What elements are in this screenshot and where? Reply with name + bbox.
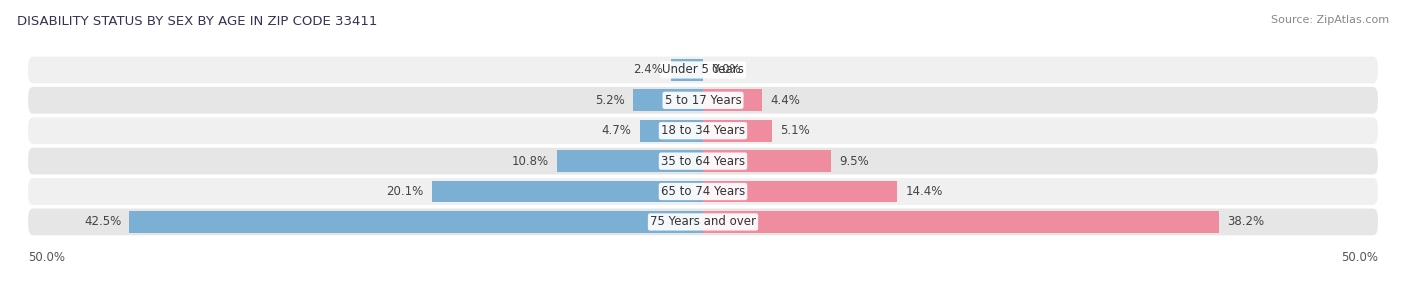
Text: 18 to 34 Years: 18 to 34 Years — [661, 124, 745, 137]
Bar — [703, 120, 772, 142]
Text: 50.0%: 50.0% — [28, 251, 65, 264]
Text: 4.4%: 4.4% — [770, 94, 800, 107]
FancyBboxPatch shape — [28, 87, 1378, 114]
Bar — [703, 89, 762, 111]
Text: 50.0%: 50.0% — [1341, 251, 1378, 264]
FancyBboxPatch shape — [28, 209, 1378, 235]
Text: 9.5%: 9.5% — [839, 155, 869, 168]
FancyBboxPatch shape — [28, 57, 1378, 83]
FancyBboxPatch shape — [28, 148, 1378, 174]
Text: 5.1%: 5.1% — [780, 124, 810, 137]
Text: 4.7%: 4.7% — [602, 124, 631, 137]
Bar — [633, 89, 703, 111]
Bar — [671, 59, 703, 81]
Text: 65 to 74 Years: 65 to 74 Years — [661, 185, 745, 198]
Text: 75 Years and over: 75 Years and over — [650, 216, 756, 228]
Text: 38.2%: 38.2% — [1226, 216, 1264, 228]
Bar — [129, 211, 703, 233]
Text: 14.4%: 14.4% — [905, 185, 943, 198]
Text: 10.8%: 10.8% — [512, 155, 550, 168]
Text: 2.4%: 2.4% — [633, 64, 662, 76]
Text: DISABILITY STATUS BY SEX BY AGE IN ZIP CODE 33411: DISABILITY STATUS BY SEX BY AGE IN ZIP C… — [17, 15, 377, 28]
Bar — [703, 181, 897, 202]
Text: 35 to 64 Years: 35 to 64 Years — [661, 155, 745, 168]
FancyBboxPatch shape — [28, 178, 1378, 205]
Bar — [703, 150, 831, 172]
Bar — [432, 181, 703, 202]
Text: 5.2%: 5.2% — [595, 94, 624, 107]
Text: 20.1%: 20.1% — [387, 185, 423, 198]
Bar — [557, 150, 703, 172]
Text: Source: ZipAtlas.com: Source: ZipAtlas.com — [1271, 15, 1389, 25]
Bar — [703, 211, 1219, 233]
Text: Under 5 Years: Under 5 Years — [662, 64, 744, 76]
Bar — [640, 120, 703, 142]
Text: 0.0%: 0.0% — [711, 64, 741, 76]
Text: 5 to 17 Years: 5 to 17 Years — [665, 94, 741, 107]
Text: 42.5%: 42.5% — [84, 216, 121, 228]
FancyBboxPatch shape — [28, 117, 1378, 144]
